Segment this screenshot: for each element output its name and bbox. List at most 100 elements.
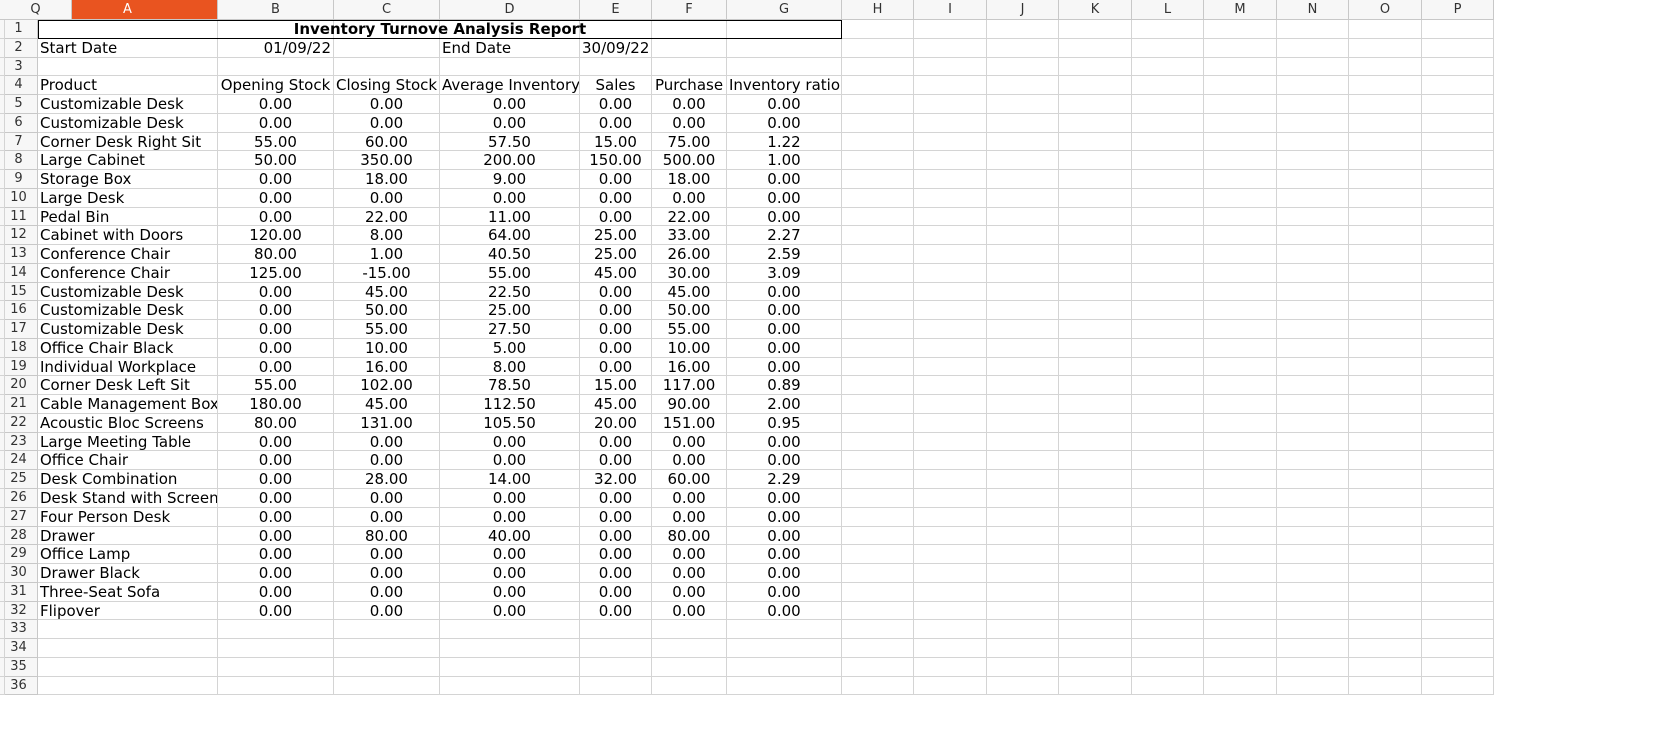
- value-cell[interactable]: 40.50: [440, 245, 580, 264]
- product-name-cell[interactable]: Desk Stand with Screen: [38, 489, 218, 508]
- cell[interactable]: [1132, 20, 1204, 39]
- value-cell[interactable]: 80.00: [652, 526, 727, 546]
- cell[interactable]: [1059, 432, 1132, 452]
- value-cell[interactable]: 55.00: [652, 320, 727, 339]
- cell[interactable]: [1422, 489, 1494, 508]
- row-header-24[interactable]: 24: [0, 451, 38, 471]
- cell[interactable]: [842, 376, 914, 396]
- cell[interactable]: [0, 489, 5, 508]
- value-cell[interactable]: 0.00: [580, 582, 652, 602]
- value-cell[interactable]: 40.00: [440, 526, 580, 546]
- cell[interactable]: [842, 601, 914, 621]
- cell[interactable]: [1204, 263, 1277, 283]
- cell[interactable]: [842, 226, 914, 246]
- cell[interactable]: [1422, 601, 1494, 621]
- cell[interactable]: [1204, 545, 1277, 565]
- cell[interactable]: [987, 639, 1059, 658]
- value-cell[interactable]: 0.00: [580, 338, 652, 358]
- cell[interactable]: [1132, 507, 1204, 527]
- cell[interactable]: [1059, 620, 1132, 640]
- column-header-c[interactable]: C: [334, 0, 440, 20]
- cell[interactable]: [914, 113, 987, 133]
- cell[interactable]: [1204, 582, 1277, 602]
- cell[interactable]: [1422, 188, 1494, 208]
- cell[interactable]: [1349, 301, 1422, 321]
- cell[interactable]: [1204, 132, 1277, 152]
- cell[interactable]: [652, 676, 727, 696]
- cell[interactable]: [1059, 245, 1132, 264]
- cell[interactable]: [842, 451, 914, 471]
- row-header-17[interactable]: 17: [0, 320, 38, 339]
- value-cell[interactable]: 80.00: [334, 526, 440, 546]
- value-cell[interactable]: 0.00: [580, 507, 652, 527]
- cell[interactable]: [1059, 338, 1132, 358]
- cell[interactable]: [987, 470, 1059, 489]
- cell[interactable]: [987, 151, 1059, 171]
- cell[interactable]: [727, 38, 842, 58]
- cell[interactable]: [987, 357, 1059, 377]
- cell[interactable]: [1349, 113, 1422, 133]
- value-cell[interactable]: 2.29: [727, 470, 842, 489]
- column-header-q[interactable]: Q: [0, 0, 72, 20]
- cell[interactable]: [1132, 582, 1204, 602]
- value-cell[interactable]: 0.00: [580, 451, 652, 471]
- row-header-11[interactable]: 11: [0, 207, 38, 227]
- cell[interactable]: [1277, 639, 1349, 658]
- cell[interactable]: [1132, 413, 1204, 433]
- cell[interactable]: [334, 38, 440, 58]
- cell[interactable]: [842, 639, 914, 658]
- cell[interactable]: [580, 639, 652, 658]
- cell[interactable]: [0, 507, 5, 527]
- cell[interactable]: [1204, 320, 1277, 339]
- cell[interactable]: [1277, 413, 1349, 433]
- row-header-1[interactable]: 1: [0, 20, 38, 39]
- value-cell[interactable]: 0.00: [440, 582, 580, 602]
- value-cell[interactable]: 0.00: [580, 564, 652, 583]
- value-cell[interactable]: 27.50: [440, 320, 580, 339]
- value-cell[interactable]: 0.00: [727, 489, 842, 508]
- value-cell[interactable]: 0.00: [334, 451, 440, 471]
- cell[interactable]: [914, 620, 987, 640]
- cell[interactable]: [914, 132, 987, 152]
- cell[interactable]: [0, 245, 5, 264]
- column-header-d[interactable]: D: [440, 0, 580, 20]
- cell[interactable]: [1204, 470, 1277, 489]
- value-cell[interactable]: 0.00: [218, 564, 334, 583]
- product-name-cell[interactable]: Desk Combination: [38, 470, 218, 489]
- cell[interactable]: [1422, 451, 1494, 471]
- cell[interactable]: [987, 245, 1059, 264]
- cell[interactable]: [1059, 320, 1132, 339]
- cell[interactable]: [987, 76, 1059, 96]
- cell[interactable]: [727, 657, 842, 677]
- value-cell[interactable]: 25.00: [580, 226, 652, 246]
- cell[interactable]: [1204, 57, 1277, 77]
- value-cell[interactable]: 0.00: [652, 564, 727, 583]
- cell[interactable]: [1277, 76, 1349, 96]
- cell[interactable]: [1059, 188, 1132, 208]
- cell[interactable]: [218, 676, 334, 696]
- cell[interactable]: [842, 489, 914, 508]
- value-cell[interactable]: 0.00: [727, 188, 842, 208]
- cell[interactable]: [1132, 113, 1204, 133]
- value-cell[interactable]: 0.00: [580, 320, 652, 339]
- cell[interactable]: [987, 20, 1059, 39]
- value-cell[interactable]: 0.00: [652, 432, 727, 452]
- cell[interactable]: [1204, 338, 1277, 358]
- value-cell[interactable]: 0.00: [440, 489, 580, 508]
- value-cell[interactable]: 60.00: [334, 132, 440, 152]
- row-header-8[interactable]: 8: [0, 151, 38, 171]
- value-cell[interactable]: 0.00: [218, 95, 334, 114]
- value-cell[interactable]: 0.00: [218, 170, 334, 189]
- value-cell[interactable]: 0.00: [218, 320, 334, 339]
- cell[interactable]: [987, 95, 1059, 114]
- value-cell[interactable]: 117.00: [652, 376, 727, 396]
- value-cell[interactable]: 45.00: [580, 263, 652, 283]
- value-cell[interactable]: 0.00: [727, 582, 842, 602]
- cell[interactable]: [1204, 20, 1277, 39]
- cell[interactable]: [0, 151, 5, 171]
- cell[interactable]: [1059, 301, 1132, 321]
- cell[interactable]: [1277, 564, 1349, 583]
- value-cell[interactable]: 0.00: [652, 451, 727, 471]
- cell[interactable]: [1349, 676, 1422, 696]
- table-header-5[interactable]: Purchase: [652, 76, 727, 96]
